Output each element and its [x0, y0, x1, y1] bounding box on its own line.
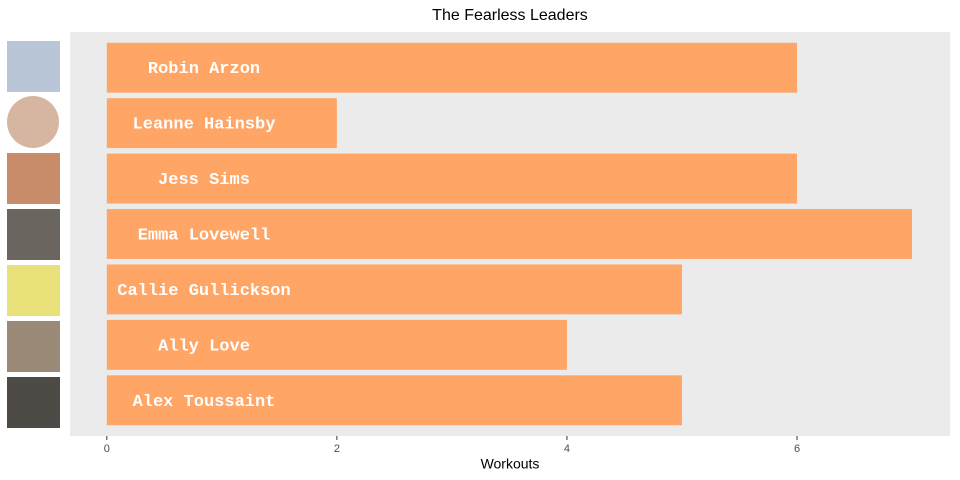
bar-label: Emma Lovewell — [138, 226, 271, 245]
bar — [106, 319, 567, 370]
avatar — [7, 41, 60, 92]
bar-label: Ally Love — [158, 337, 250, 356]
bar-label: Robin Arzon — [148, 60, 260, 79]
bar — [106, 264, 682, 315]
bar — [106, 209, 913, 259]
avatar — [7, 265, 60, 316]
bar-label: Callie Gullickson — [117, 282, 290, 301]
x-tick-label: 4 — [564, 443, 570, 455]
x-axis-title: Workouts — [481, 456, 540, 472]
bar — [106, 375, 682, 426]
avatar — [7, 153, 60, 204]
avatar — [7, 96, 59, 148]
x-tick-label: 6 — [794, 443, 800, 455]
bar — [106, 153, 798, 204]
avatars — [7, 41, 60, 428]
avatar — [7, 209, 60, 260]
bar — [106, 98, 337, 149]
chart-title: The Fearless Leaders — [432, 7, 588, 24]
bar-label: Jess Sims — [158, 171, 250, 190]
bar — [106, 42, 798, 93]
avatar — [7, 321, 60, 372]
bar-label: Alex Toussaint — [133, 393, 276, 412]
x-tick-label: 0 — [104, 443, 110, 455]
x-tick-label: 2 — [334, 443, 340, 455]
bar-label: Leanne Hainsby — [133, 116, 276, 135]
avatar — [7, 377, 60, 428]
